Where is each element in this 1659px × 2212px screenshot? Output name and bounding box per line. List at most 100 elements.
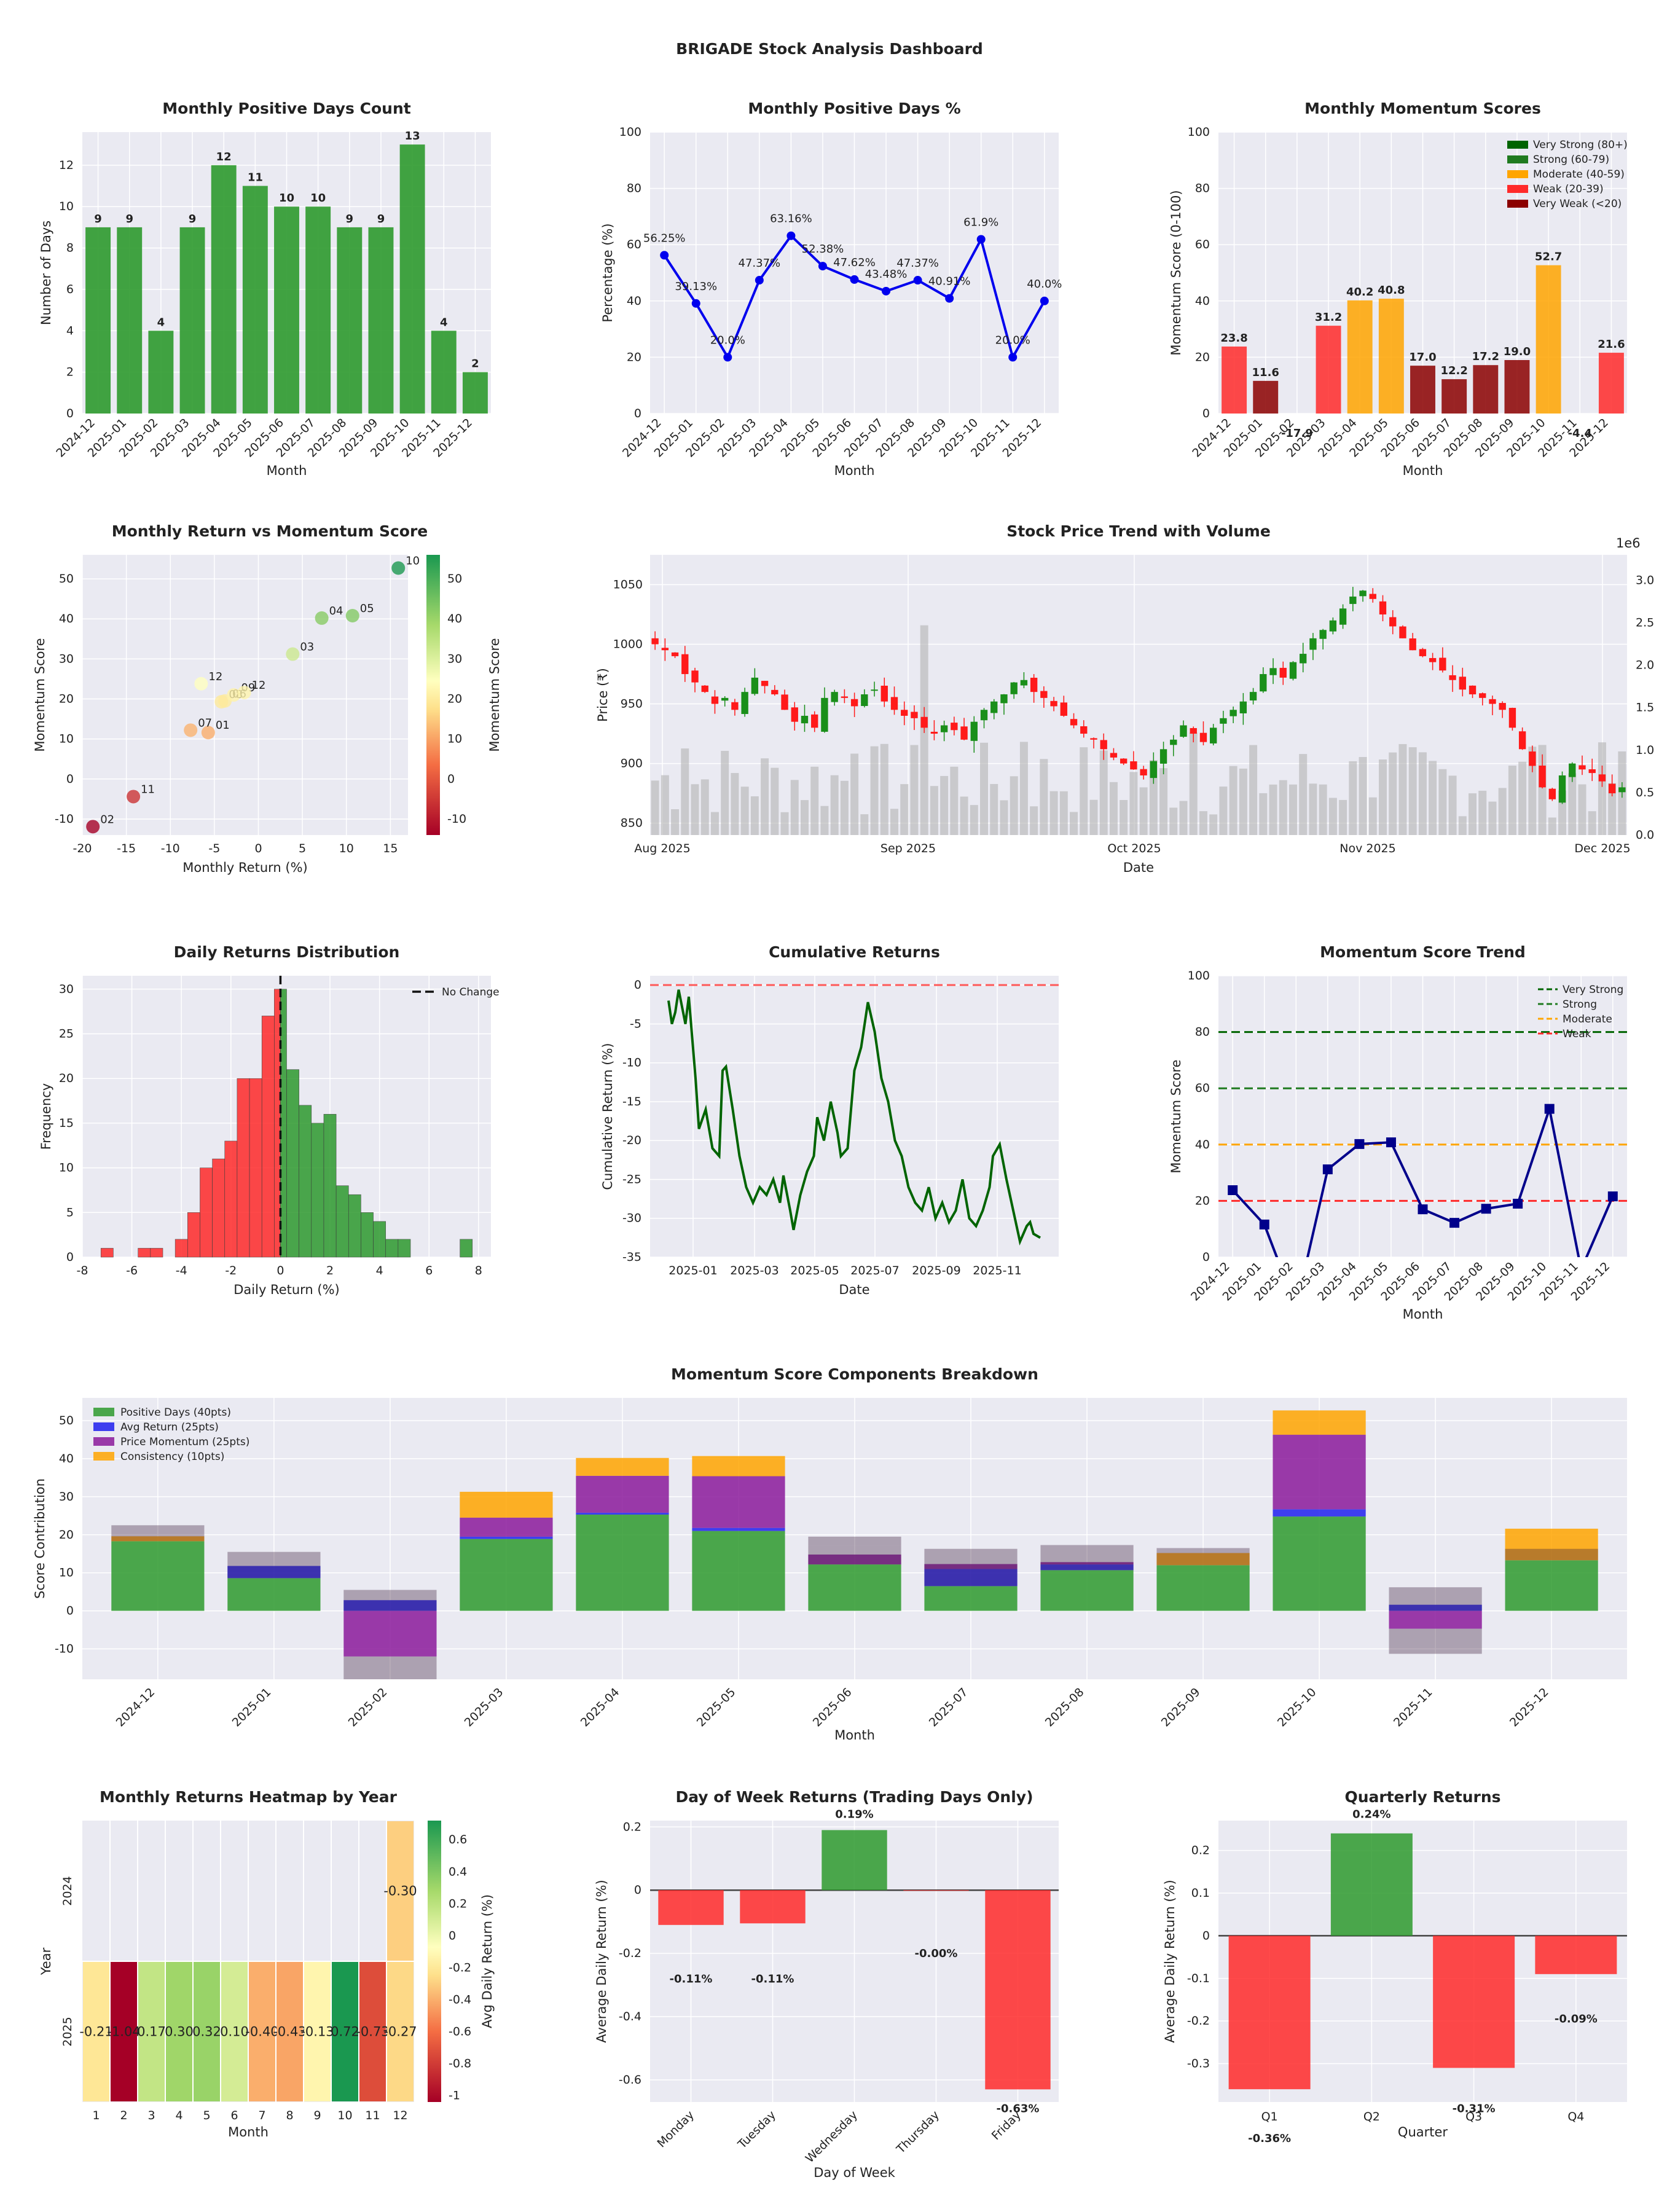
candle-body: [1359, 590, 1367, 597]
y-tick-label: 0: [634, 978, 641, 992]
data-point: [882, 286, 891, 296]
volume-bar: [1279, 780, 1287, 835]
y-tick-label: -25: [622, 1172, 641, 1186]
volume-bar: [780, 812, 789, 835]
series-line: [667, 989, 1041, 1246]
overlap-segment: [343, 1590, 437, 1611]
volume-bar: [1209, 814, 1218, 835]
volume-bar: [790, 780, 799, 835]
stacked-bar-segment: [460, 1539, 553, 1611]
bar: [117, 227, 143, 414]
x-tick-label: 2025-05: [790, 1264, 839, 1277]
x-tick-label: -5: [208, 842, 220, 855]
volume-bar: [661, 775, 669, 835]
bar: [1433, 1936, 1515, 2068]
y-axis-label: Frequency: [39, 1083, 53, 1150]
y-tick-label: 900: [621, 757, 643, 771]
data-point: [1513, 1198, 1523, 1209]
colorbar-tick-label: -0.8: [449, 2057, 471, 2071]
overlap-segment: [227, 1551, 321, 1565]
bar-value-label: 0.24%: [1352, 1808, 1390, 1821]
heatmap-cell: [194, 1962, 220, 2101]
heatmap-cell: [276, 1962, 303, 2101]
candle-body: [1090, 738, 1097, 740]
chart-title: Monthly Positive Days Count: [162, 100, 410, 117]
cell-value-label: -1.04: [107, 2025, 140, 2039]
overlap-segment: [808, 1536, 901, 1546]
data-point: [1386, 1137, 1396, 1148]
bar: [179, 227, 205, 414]
data-label: 47.37%: [739, 257, 781, 270]
candle-body: [1409, 638, 1416, 651]
stacked-bar-segment: [111, 1541, 205, 1611]
x-tick-label: 2025-01: [669, 1264, 717, 1277]
volume-bar: [1288, 784, 1297, 835]
candle-body: [861, 694, 868, 706]
x-tick-label: 15: [383, 842, 398, 855]
histogram-bin: [299, 1105, 312, 1258]
candle-body: [1439, 657, 1446, 671]
histogram-bin: [175, 1239, 188, 1258]
y-tick-label: -10: [55, 1642, 74, 1655]
y-axis-label: Momentum Score (0-100): [1169, 190, 1183, 355]
stacked-bar-segment: [343, 1610, 437, 1657]
candle-body: [1558, 775, 1566, 803]
y-tick-label: 12: [59, 159, 74, 172]
heatmap-cell: [387, 1962, 414, 2101]
volume-bar: [1518, 761, 1527, 835]
x-tick-label: 0: [254, 842, 262, 855]
histogram-bin: [249, 1078, 262, 1258]
candle-body: [850, 699, 858, 707]
candle-body: [681, 654, 689, 675]
bar-value-label: 31.2: [1315, 311, 1342, 324]
candle-body: [1479, 693, 1486, 698]
volume-bar: [1019, 742, 1028, 835]
x-tick-label: Q4: [1567, 2110, 1584, 2124]
candle-body: [1319, 630, 1327, 639]
x-axis-label: Date: [839, 1282, 869, 1297]
chart-title: Daily Returns Distribution: [174, 943, 400, 961]
bar: [85, 227, 111, 414]
scatter-point: [214, 695, 229, 709]
x-tick-label: 2025-03: [730, 1264, 779, 1277]
stacked-bar-segment: [576, 1512, 669, 1515]
y-tick-label: 80: [1195, 1026, 1210, 1039]
bar: [740, 1890, 806, 1924]
overlap-segment: [227, 1564, 321, 1579]
candle-body: [1349, 596, 1357, 604]
data-point: [818, 262, 827, 271]
bar: [399, 144, 425, 414]
volume-bar: [1229, 766, 1237, 835]
histogram-bin: [460, 1239, 473, 1258]
x-tick-label: 2025-08: [1043, 1685, 1087, 1730]
plot-area: [650, 976, 1059, 1257]
stacked-bar-segment: [343, 1600, 437, 1611]
stacked-bar-segment: [1156, 1553, 1250, 1566]
candle-body: [1130, 761, 1137, 770]
legend-label: Very Weak (<20): [1533, 198, 1622, 210]
overlap-segment: [1389, 1587, 1482, 1611]
y-tick-label: 100: [619, 125, 641, 139]
y-tick-label: 0: [1202, 407, 1210, 420]
candle-body: [771, 689, 779, 695]
volume-bar: [1429, 761, 1437, 835]
bar-value-label: -4.4: [1568, 427, 1592, 440]
x-tick-label: 9: [313, 2109, 321, 2122]
volume-bar: [710, 812, 719, 835]
volume-bar: [1488, 801, 1497, 835]
point-label: 10: [406, 554, 420, 567]
scatter-point: [237, 686, 251, 700]
histogram-bin: [237, 1078, 250, 1258]
cell-value-label: -0.40: [245, 2025, 278, 2039]
volume-bar: [1149, 759, 1158, 835]
x-tick-label: 8: [475, 1264, 482, 1277]
candle-body: [1469, 685, 1477, 695]
volume-bar: [1608, 783, 1617, 835]
candle-body: [1309, 638, 1317, 650]
candle-body: [741, 692, 748, 715]
bar-value-label: 10: [310, 192, 326, 205]
y-tick-label: 40: [1195, 294, 1210, 308]
candle-body: [751, 677, 759, 694]
volume-bar: [910, 745, 919, 835]
y-tick-label: -15: [622, 1095, 641, 1108]
